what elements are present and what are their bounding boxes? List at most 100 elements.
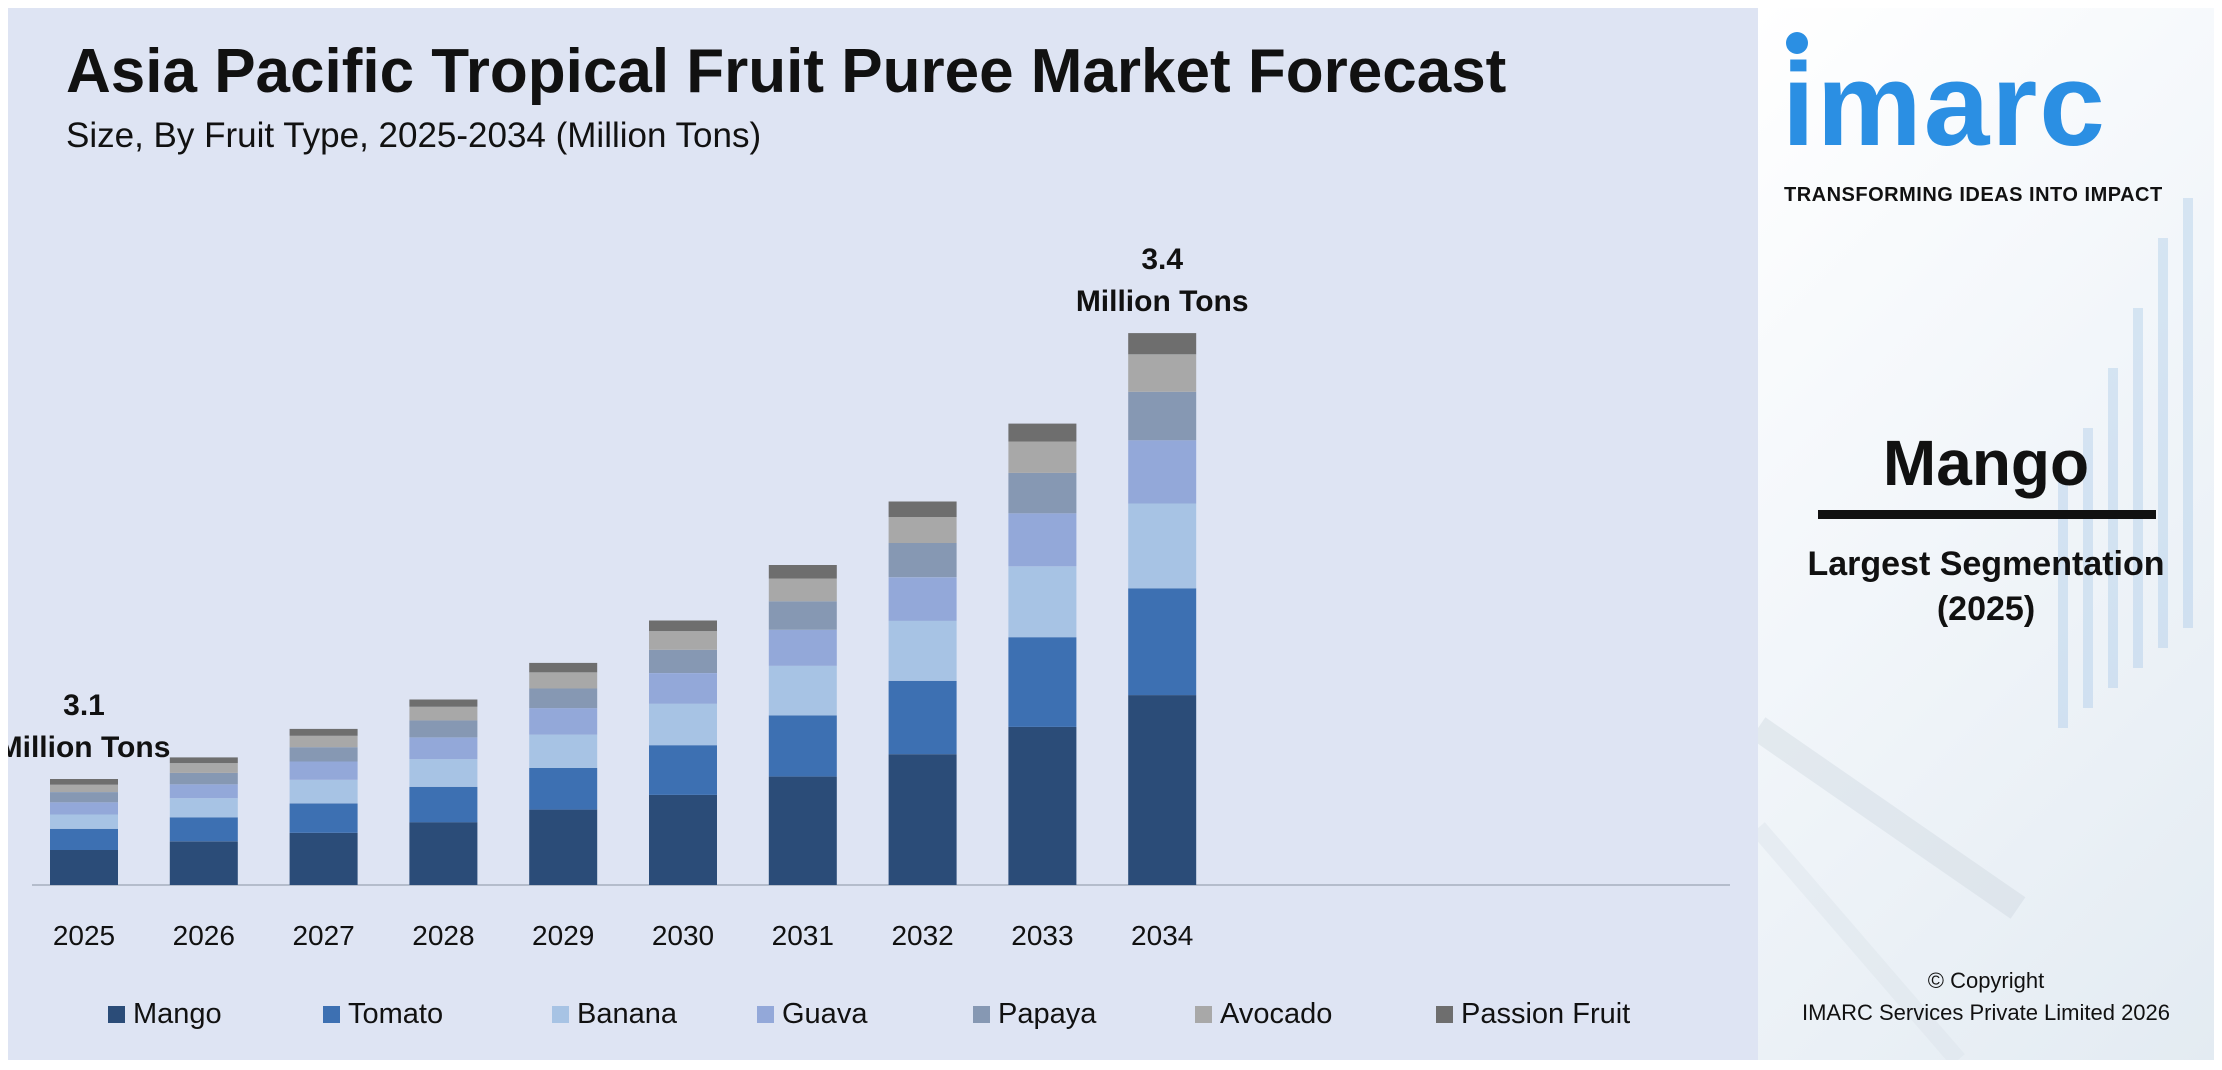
bar-tomato-2033 [1008,637,1077,727]
bar-tomato-2029 [529,768,598,810]
legend-label-mango: Mango [133,998,222,1030]
bar-papaya-2031 [768,601,837,630]
copyright-owner: IMARC Services Private Limited 2026 [1801,1000,2171,1025]
bar-banana-2030 [649,703,717,746]
bar-banana-2025 [50,814,118,829]
legend-item-avocado: Avocado [1195,998,1436,1031]
bar-avocado-2028 [409,706,478,721]
legend-label-guava: Guava [782,998,868,1030]
bar-guava-2029 [529,708,598,735]
chart-title: Asia Pacific Tropical Fruit Puree Market… [66,37,1507,106]
bar-guava-2027 [289,761,358,780]
legend-swatch-passion-fruit [1436,1006,1453,1023]
bar-tomato-2027 [289,803,358,833]
bar-stack-2027 [289,728,358,885]
bar-guava-2028 [409,737,478,760]
callout-value-2034: 3.4 [1141,243,1183,276]
x-tick-label-2028: 2028 [412,920,474,951]
side-panel: imarc TRANSFORMING IDEAS INTO IMPACT Man… [1758,8,2214,1060]
bar-avocado-2029 [529,672,598,689]
legend-label-passion-fruit: Passion Fruit [1461,998,1631,1030]
bar-papaya-2030 [649,649,717,673]
segment-caption: Largest Segmentation [1807,545,2165,583]
bar-stack-2029 [529,662,598,885]
bar-mango-2033 [1008,726,1077,885]
bar-banana-2033 [1008,566,1077,638]
x-tick-label-2026: 2026 [173,920,235,951]
bar-passion-fruit-2032 [888,501,957,517]
bar-guava-2031 [768,629,837,666]
legend-item-tomato: Tomato [323,998,552,1031]
legend-item-mango: Mango [108,998,323,1031]
bar-mango-2025 [50,849,118,885]
bar-passion-fruit-2027 [289,728,358,736]
logo-dot-icon [1786,32,1808,54]
x-tick-label-2027: 2027 [292,920,354,951]
bar-banana-2026 [169,798,238,818]
bar-guava-2034 [1128,440,1197,504]
bar-avocado-2030 [649,631,717,650]
x-tick-label-2030: 2030 [652,920,714,951]
legend-item-passion-fruit: Passion Fruit [1436,998,1636,1031]
bar-guava-2033 [1008,513,1077,567]
bar-passion-fruit-2025 [50,779,118,785]
bar-avocado-2027 [289,735,358,748]
bar-avocado-2032 [888,516,957,543]
copyright-line: © Copyright [1927,968,2045,993]
chart-panel: Asia Pacific Tropical Fruit Puree Market… [8,8,1758,1060]
bar-banana-2027 [289,779,358,804]
legend-swatch-mango [108,1006,125,1023]
bar-passion-fruit-2034 [1128,333,1197,355]
bar-stack-2031 [768,565,837,885]
bar-tomato-2028 [409,786,478,823]
callout-unit-2034: Million Tons [1076,285,1249,318]
x-tick-label-2034: 2034 [1131,920,1193,951]
legend: Mango Tomato Banana Guava Papaya Avocado Passi… [108,998,1636,1031]
legend-label-banana: Banana [577,998,677,1030]
bar-papaya-2027 [289,747,358,762]
bar-avocado-2034 [1128,354,1197,392]
legend-item-guava: Guava [757,998,973,1031]
logo-tagline: TRANSFORMING IDEAS INTO IMPACT [1784,184,2163,206]
bar-passion-fruit-2028 [409,699,478,707]
bar-avocado-2031 [768,578,837,602]
bar-mango-2030 [649,794,717,885]
bar-papaya-2026 [169,772,238,785]
legend-item-papaya: Papaya [973,998,1195,1031]
bar-papaya-2034 [1128,391,1197,441]
bar-stack-2026 [169,757,238,885]
imarc-logo[interactable]: imarc [1782,39,2107,171]
segment-name: Mango [1882,427,2090,499]
chart-plot: 2025 2026 2027 2028 2029 2030 2031 2032 2033 2034… [8,243,1730,951]
bar-passion-fruit-2030 [649,620,717,632]
legend-swatch-guava [757,1006,774,1023]
legend-item-banana: Banana [552,998,757,1031]
bar-papaya-2029 [529,688,598,709]
legend-label-tomato: Tomato [348,998,444,1030]
legend-swatch-tomato [323,1006,340,1023]
bar-mango-2029 [529,809,598,885]
bar-stack-2032 [888,501,957,885]
bar-papaya-2032 [888,543,957,578]
bar-avocado-2033 [1008,441,1077,473]
bar-guava-2030 [649,673,717,704]
legend-swatch-avocado [1195,1006,1212,1023]
bar-stack-2033 [1008,423,1077,885]
bar-guava-2025 [50,802,118,815]
x-tick-label-2033: 2033 [1011,920,1073,951]
bar-mango-2032 [888,754,957,885]
segment-divider [1818,510,2156,519]
bar-tomato-2025 [50,828,118,850]
bar-mango-2031 [768,776,837,885]
bar-banana-2034 [1128,503,1197,589]
bar-stack-2034 [1128,333,1197,885]
bar-avocado-2025 [50,784,118,792]
bar-banana-2031 [768,665,837,716]
bar-tomato-2032 [888,680,957,755]
bar-tomato-2030 [649,745,717,795]
legend-swatch-papaya [973,1006,990,1023]
bar-tomato-2026 [169,817,238,842]
bar-papaya-2025 [50,792,118,803]
bar-guava-2032 [888,577,957,621]
segment-year: (2025) [1936,590,2036,628]
